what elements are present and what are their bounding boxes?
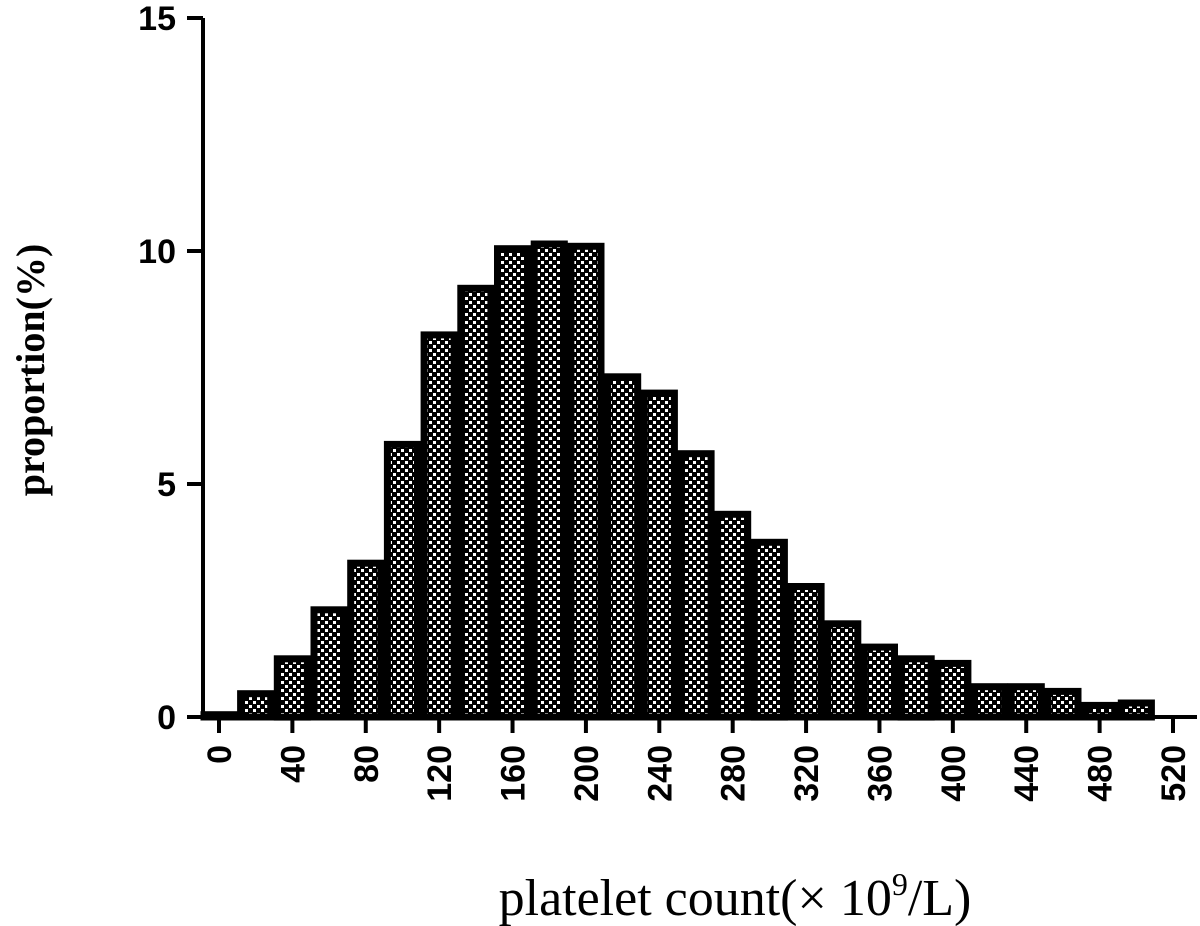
bar — [383, 440, 421, 721]
bar — [237, 690, 275, 721]
bar — [1044, 687, 1082, 721]
bar — [640, 389, 678, 721]
y-tick-label: 5 — [157, 466, 176, 504]
bar — [347, 559, 385, 721]
x-tick-label: 160 — [495, 745, 533, 802]
y-tick-label: 0 — [157, 699, 176, 737]
bar — [567, 242, 605, 721]
x-tick-label: 200 — [568, 745, 606, 802]
bar — [604, 373, 642, 721]
bar — [1117, 699, 1155, 721]
bar — [714, 510, 752, 721]
y-axis-title: proportion(%) — [8, 244, 53, 497]
bar — [677, 450, 715, 721]
x-tick-label: 480 — [1082, 745, 1120, 802]
bar — [824, 620, 862, 721]
bar — [750, 538, 788, 721]
bar — [897, 655, 935, 721]
x-tick-label: 240 — [641, 745, 679, 802]
x-tick-label: 440 — [1008, 745, 1046, 802]
x-tick-label: 80 — [348, 745, 386, 783]
bar — [530, 240, 568, 721]
x-tick-label: 360 — [861, 745, 899, 802]
x-tick-label: 400 — [935, 745, 973, 802]
bar — [457, 284, 495, 721]
bars-group — [200, 240, 1155, 721]
bar — [310, 606, 348, 721]
bar — [787, 583, 825, 721]
x-ticks-group: 0 40 80 120 160 200 240 280 320 360 400 440 480 520 — [201, 717, 1193, 802]
x-axis-title: platelet count(× 109/L) — [499, 866, 972, 926]
x-tick-label: 0 — [201, 745, 239, 764]
bar — [420, 331, 458, 721]
x-tick-label: 520 — [1155, 745, 1193, 802]
y-tick-label: 15 — [138, 0, 176, 38]
bar — [860, 643, 899, 721]
x-axis-title-superscript: 9 — [892, 866, 908, 902]
x-tick-label: 40 — [274, 745, 312, 783]
x-axis-title-suffix: /L) — [908, 870, 972, 926]
x-tick-label: 120 — [421, 745, 459, 802]
y-ticks-group: 0 5 10 15 — [138, 0, 203, 737]
bar — [273, 655, 311, 721]
bar — [1007, 683, 1045, 721]
bar — [934, 659, 972, 721]
x-tick-label: 320 — [788, 745, 826, 802]
bar — [971, 683, 1009, 721]
x-tick-label: 280 — [715, 745, 753, 802]
y-tick-label: 10 — [138, 233, 176, 271]
bar — [494, 245, 532, 721]
x-axis-title-main: platelet count(× 10 — [499, 870, 892, 926]
